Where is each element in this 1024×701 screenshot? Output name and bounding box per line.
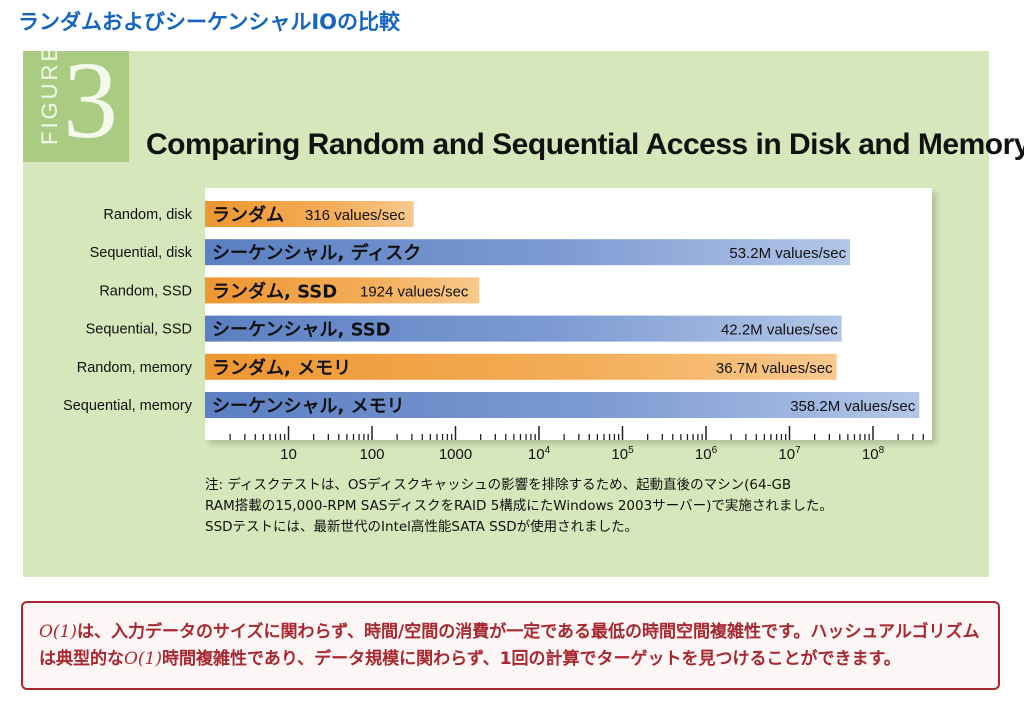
bar-4 [205,315,842,342]
bar-label-2: シーケンシャル, ディスク [212,242,421,264]
callout-text: O(1)は、入力データのサイズに関わらず、時間/空間の消費が一定である最低の時間… [39,619,989,673]
x-tick-label-2: 100 [359,446,384,463]
category-label-3: Random, SSD [99,283,192,299]
value-label-2: 53.2M values/sec [729,245,846,262]
bar-5 [205,353,837,380]
figure-badge-number: 3 [63,39,118,161]
value-label-5: 36.7M values/sec [716,360,833,377]
bar-6 [205,392,920,418]
bar-label-5: ランダム, メモリ [212,357,351,379]
bar-label-6: シーケンシャル, メモリ [212,396,405,417]
bar-label-3: ランダム, SSD [212,280,337,302]
callout-part-1: は、入力データのサイズに関わらず、時間/空間の消費が一定である最低の時間空間複雑… [39,622,980,669]
x-tick-label-5: 105 [611,445,634,463]
slide-title: ランダムおよびシーケンシャルIOの比較 [18,10,401,34]
value-label-3: 1924 values/sec [360,283,469,300]
category-label-1: Random, disk [103,207,192,223]
callout-math-2: O(1) [124,649,163,669]
note-line-3: SSDテストには、最新世代のIntel高性能SATA SSDが使用されました。 [205,519,639,535]
x-tick-label-6: 106 [695,445,718,463]
value-label-4: 42.2M values/sec [721,322,838,339]
category-label-5: Random, memory [77,360,193,376]
category-label-4: Sequential, SSD [86,322,192,338]
bar-1 [205,201,414,227]
figure-badge: FIGURE 3 [23,44,129,162]
figure-note: 注: ディスクテストは、OSディスクキャッシュの影響を排除するため、起動直後のマ… [205,475,905,538]
note-line-1: 注: ディスクテストは、OSディスクキャッシュの影響を排除するため、起動直後のマ… [205,477,792,493]
x-tick-label-3: 1000 [439,446,472,463]
x-tick-label-4: 104 [528,445,551,463]
bar-3 [205,277,480,304]
bar-label-4: シーケンシャル, SSD [212,320,391,341]
figure-title: Comparing Random and Sequential Access i… [146,128,1024,161]
note-line-2: RAM搭載の15,000-RPM SASディスクをRAID 5構成にたWindo… [205,498,833,514]
value-label-1: 316 values/sec [305,207,406,224]
value-label-6: 358.2M values/sec [790,398,916,415]
bar-2 [205,239,851,266]
category-label-2: Sequential, disk [90,245,193,261]
category-label-6: Sequential, memory [63,398,193,414]
x-tick-label-1: 10 [280,446,297,463]
callout-box: O(1)は、入力データのサイズに関わらず、時間/空間の消費が一定である最低の時間… [21,601,1000,690]
callout-math-1: O(1) [39,622,78,642]
callout-part-2: 時間複雑性であり、データ規模に関わらず、1回の計算でターゲットを見つけることがで… [162,649,901,669]
x-tick-label-7: 107 [778,445,801,463]
bar-label-1: ランダム [212,204,284,226]
x-tick-label-8: 108 [862,445,885,463]
